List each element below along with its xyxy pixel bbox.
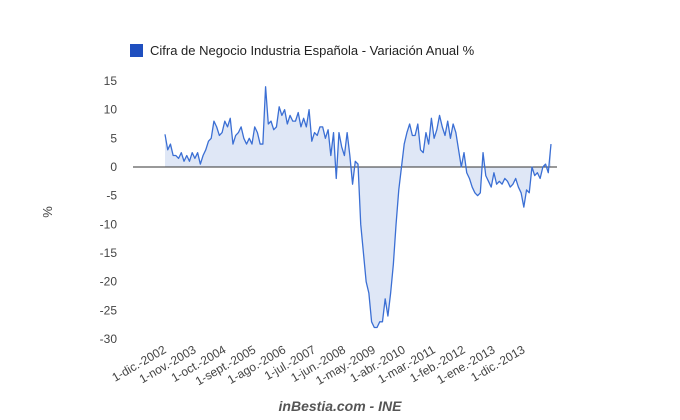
legend-label: Cifra de Negocio Industria Española - Va… xyxy=(150,43,475,58)
series-line[interactable] xyxy=(164,86,552,329)
y-tick-label: -5 xyxy=(106,189,117,203)
legend-swatch xyxy=(130,44,143,57)
y-tick-label: -30 xyxy=(100,332,118,346)
source-note: inBestia.com - INE xyxy=(279,398,403,414)
series-area xyxy=(165,86,551,328)
legend[interactable]: Cifra de Negocio Industria Española - Va… xyxy=(130,43,475,58)
y-axis-label: % xyxy=(40,206,55,218)
plot-area xyxy=(133,86,557,329)
x-axis: 1-dic.-20021-nov.-20031-oct.-20041-sept.… xyxy=(109,342,527,388)
y-tick-label: -15 xyxy=(100,246,118,260)
y-tick-label: 0 xyxy=(110,160,117,174)
y-tick-label: -20 xyxy=(100,275,118,289)
y-axis: 15 10 5 0 -5 -10 -15 -20 -25 -30 xyxy=(100,74,118,346)
y-tick-label: -25 xyxy=(100,303,118,317)
y-tick-label: 5 xyxy=(110,131,117,145)
y-tick-label: 15 xyxy=(104,74,118,88)
y-tick-label: -10 xyxy=(100,217,118,231)
y-tick-label: 10 xyxy=(104,103,118,117)
